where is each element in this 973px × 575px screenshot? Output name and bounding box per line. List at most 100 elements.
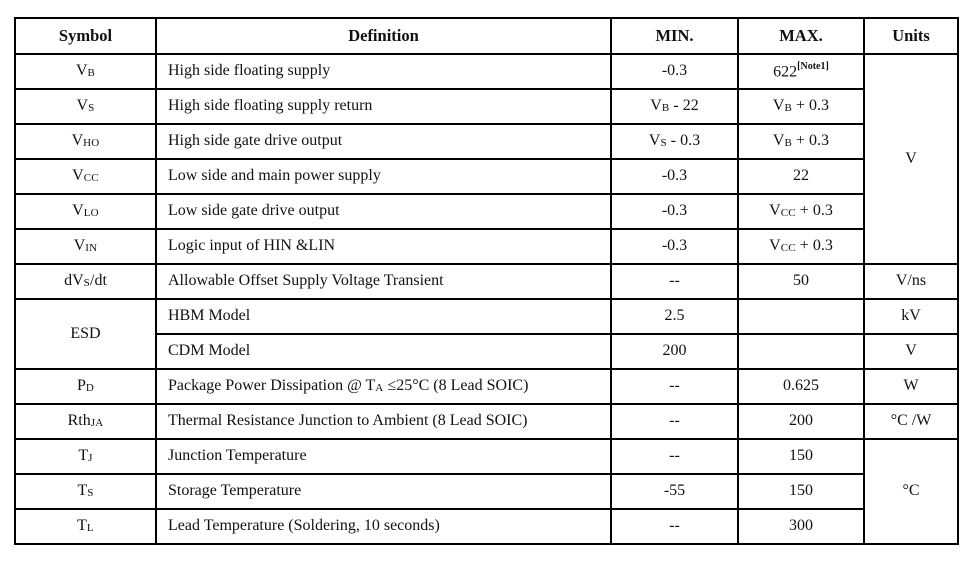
min-cell: 2.5 — [610, 298, 739, 335]
min-cell: -55 — [610, 473, 739, 510]
min-cell: -0.3 — [610, 53, 739, 90]
column-header-max: MAX. — [737, 17, 865, 55]
units-cell: °C /W — [863, 403, 959, 440]
table-row: VLO Low side gate drive output -0.3 VCC + 0… — [14, 193, 958, 230]
subscript-text: CC — [83, 172, 99, 185]
subscript-text: HO — [83, 137, 100, 150]
symbol-cell: TS — [14, 473, 157, 510]
subscript-text: B — [784, 137, 793, 150]
units-cell: W — [863, 368, 959, 405]
max-cell: 150 — [737, 473, 865, 510]
table-row: VIN Logic input of HIN &LIN -0.3 VCC + 0.3 — [14, 228, 958, 265]
table-row: ESD HBM Model 2.5 kV — [14, 298, 959, 370]
column-header-definition: Definition — [155, 17, 612, 55]
subscript-text: D — [85, 382, 95, 395]
definition-cell: HBM Model — [155, 298, 612, 335]
subscript-text: S — [88, 102, 95, 115]
max-cell: 622[Note1] — [737, 53, 865, 90]
min-cell: -0.3 — [610, 158, 739, 195]
subscript-text: CC — [780, 207, 796, 220]
table-row: CDM Model 200 V — [15, 333, 959, 370]
definition-cell: Storage Temperature — [155, 473, 612, 510]
definition-cell: High side floating supply — [155, 53, 612, 90]
subscript-text: LO — [83, 207, 99, 220]
min-cell: -- — [610, 263, 739, 300]
subscript-text: S — [87, 487, 94, 500]
column-header-units: Units — [863, 17, 959, 55]
symbol-cell: VIN — [14, 228, 157, 265]
definition-cell: Logic input of HIN &LIN — [155, 228, 612, 265]
units-cell: V — [863, 53, 959, 265]
subscript-text: B — [784, 102, 793, 115]
symbol-cell: VHO — [14, 123, 157, 160]
symbol-cell: VCC — [14, 158, 157, 195]
max-cell: VB + 0.3 — [737, 123, 865, 160]
symbol-cell: dVS/dt — [14, 263, 157, 300]
symbol-cell: VB — [14, 53, 157, 90]
max-cell: VCC + 0.3 — [737, 228, 865, 265]
table-row: RthJA Thermal Resistance Junction to Ambi… — [14, 403, 959, 440]
header-row: Symbol Definition MIN. MAX. Units — [14, 17, 959, 55]
min-cell: -- — [610, 508, 739, 545]
definition-cell: Junction Temperature — [155, 438, 612, 475]
min-cell: -0.3 — [610, 228, 739, 265]
min-cell: -0.3 — [610, 193, 739, 230]
table-row: TJ Junction Temperature -- 150 °C — [14, 438, 959, 545]
subscript-text: A — [375, 382, 384, 395]
subscript-text: B — [661, 102, 670, 115]
table-row: TL Lead Temperature (Soldering, 10 second… — [14, 508, 958, 545]
subscript-text: S — [660, 137, 667, 150]
max-cell: 0.625 — [737, 368, 865, 405]
symbol-cell: VLO — [14, 193, 157, 230]
subscript-text: CC — [780, 242, 796, 255]
definition-cell: Lead Temperature (Soldering, 10 seconds) — [155, 508, 612, 545]
max-cell: 150 — [737, 438, 865, 475]
table-row: TS Storage Temperature -55 150 — [14, 473, 958, 510]
max-cell — [737, 333, 865, 370]
table-body: VB High side floating supply -0.3 622[Note1… — [14, 53, 959, 545]
units-cell: V/ns — [863, 263, 959, 300]
definition-cell: Allowable Offset Supply Voltage Transien… — [155, 263, 612, 300]
symbol-cell: VS — [14, 88, 157, 125]
definition-cell: Package Power Dissipation @ TA ≤25°C (8 … — [155, 368, 612, 405]
column-header-symbol: Symbol — [14, 17, 157, 55]
symbol-cell: TJ — [14, 438, 157, 475]
max-cell — [737, 298, 865, 335]
min-cell: -- — [610, 403, 739, 440]
table-row: VS High side floating supply return VB - 2… — [14, 88, 958, 125]
definition-cell: CDM Model — [155, 333, 612, 370]
max-cell: VCC + 0.3 — [737, 193, 865, 230]
definition-cell: High side floating supply return — [155, 88, 612, 125]
subscript-text: L — [86, 522, 94, 535]
min-cell: -- — [610, 438, 739, 475]
subscript-text: JA — [90, 417, 104, 430]
units-cell: °C — [863, 438, 959, 545]
max-cell: VB + 0.3 — [737, 88, 865, 125]
absolute-maximum-ratings-table: Symbol Definition MIN. MAX. Units VB High… — [14, 17, 959, 545]
definition-cell: Low side gate drive output — [155, 193, 612, 230]
max-cell: 300 — [737, 508, 865, 545]
subscript-text: J — [88, 452, 93, 465]
symbol-cell: RthJA — [14, 403, 157, 440]
min-cell: VS - 0.3 — [610, 123, 739, 160]
min-cell: -- — [610, 368, 739, 405]
min-cell: VB - 22 — [610, 88, 739, 125]
min-cell: 200 — [610, 333, 739, 370]
subscript-text: B — [87, 67, 96, 80]
ratings-table-container: Symbol Definition MIN. MAX. Units VB High… — [14, 17, 959, 545]
table-row: dVS/dt Allowable Offset Supply Voltage Tr… — [14, 263, 959, 300]
note-superscript: [Note1] — [797, 60, 829, 72]
definition-cell: High side gate drive output — [155, 123, 612, 160]
definition-cell: Thermal Resistance Junction to Ambient (… — [155, 403, 612, 440]
column-header-min: MIN. — [610, 17, 739, 55]
table-header: Symbol Definition MIN. MAX. Units — [14, 17, 959, 55]
table-row: PD Package Power Dissipation @ TA ≤25°C (… — [14, 368, 959, 405]
symbol-cell: TL — [14, 508, 157, 545]
subscript-text: S — [83, 277, 90, 290]
max-cell: 22 — [737, 158, 865, 195]
subscript-text: IN — [85, 242, 98, 255]
units-cell: kV — [863, 298, 959, 335]
table-row: VB High side floating supply -0.3 622[Note1… — [14, 53, 959, 265]
table-row: VHO High side gate drive output VS - 0.3 VB… — [14, 123, 958, 160]
